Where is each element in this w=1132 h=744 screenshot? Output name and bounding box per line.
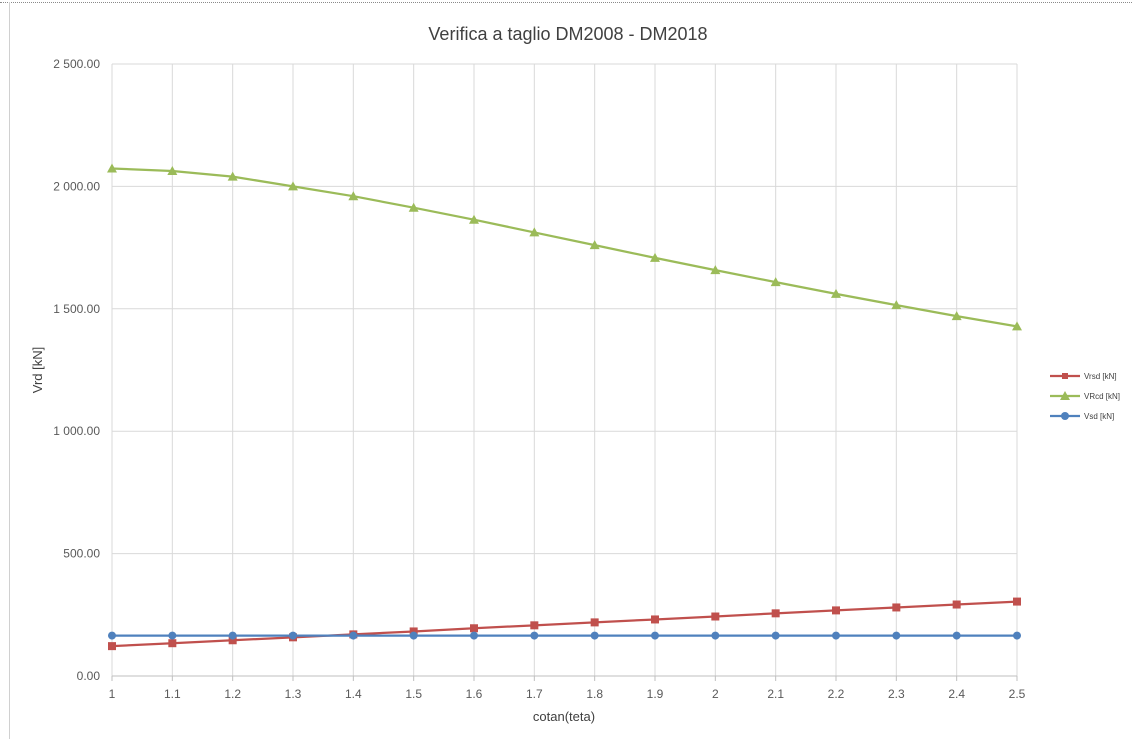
data-point-vrcd-kn [951,311,962,321]
data-point-vrcd-kn [710,265,721,275]
legend-item-vrsd-kn: Vrsd [kN] [1050,372,1117,381]
data-point-vsd-kn [952,631,961,640]
x-tick-label: 2.2 [828,687,845,701]
y-tick-label: 2 000.00 [53,179,100,193]
legend-swatch-marker [1061,412,1069,420]
data-point-vrcd-kn [348,191,359,201]
data-point-vrcd-kn [227,171,238,181]
legend-item-vrcd-kn: VRcd [kN] [1050,391,1120,401]
data-point-vrsd-kn [1013,597,1021,606]
x-tick-label: 1.8 [586,687,603,701]
data-point-vrsd-kn [952,600,961,609]
data-point-vrsd-kn [470,624,478,633]
data-point-vsd-kn [771,631,780,640]
x-tick-label: 1.6 [466,687,483,701]
data-point-vsd-kn [228,631,237,640]
x-tick-label: 1.5 [405,687,422,701]
data-point-vsd-kn [349,631,358,640]
data-point-vrcd-kn [288,181,298,191]
chart-title: Verifica a taglio DM2008 - DM2018 [428,24,707,44]
legend-label: Vrsd [kN] [1084,372,1117,381]
x-tick-label: 1.7 [526,687,543,701]
chart-left-border [9,2,10,739]
data-point-vrcd-kn [529,227,540,237]
y-tick-label: 0.00 [77,669,101,683]
y-tick-label: 1 000.00 [53,424,100,438]
legend-label: VRcd [kN] [1084,392,1120,401]
x-tick-label: 1 [109,687,116,701]
data-point-vsd-kn [832,631,840,640]
data-point-vrsd-kn [530,621,539,630]
y-tick-label: 500.00 [63,547,100,561]
legend: Vrsd [kN] VRcd [kN] Vsd [kN] [1050,372,1120,421]
data-point-vsd-kn [1013,631,1021,640]
data-point-vrsd-kn [590,618,599,627]
y-axis-title: Vrd [kN] [30,347,45,393]
data-point-vrsd-kn [711,612,720,621]
data-point-vsd-kn [470,631,478,640]
x-axis-title: cotan(teta) [533,709,595,724]
data-series [107,163,1022,651]
data-point-vsd-kn [409,631,418,640]
x-tick-label: 2.4 [948,687,965,701]
x-tick-label: 2.3 [888,687,905,701]
data-point-vrcd-kn [1012,321,1022,331]
data-point-vsd-kn [108,631,116,640]
data-point-vrcd-kn [770,277,781,287]
x-tick-label: 1.1 [164,687,181,701]
data-point-vsd-kn [289,631,297,640]
data-point-vrcd-kn [891,300,902,310]
series-line-vrcd-kn [111,167,1018,328]
legend-item-vsd-kn: Vsd [kN] [1050,412,1114,421]
data-point-vrcd-kn [831,288,841,298]
data-point-vrcd-kn [650,252,660,262]
data-point-vsd-kn [651,631,659,640]
series-vsd-kn [108,631,1021,640]
data-point-vrsd-kn [771,609,780,618]
axes: 0.00 500.00 1 000.00 1 500.00 2 000.00 2 500.… [53,57,1025,701]
chart-top-border [0,2,1132,3]
legend-label: Vsd [kN] [1084,412,1114,421]
x-tick-label: 1.4 [345,687,362,701]
data-point-vrsd-kn [168,639,177,648]
data-point-vrsd-kn [409,627,418,636]
x-tick-label: 1.3 [285,687,302,701]
legend-swatch-marker [1062,373,1068,379]
data-point-vrcd-kn [408,202,419,212]
grid-lines [111,63,1018,676]
data-point-vrcd-kn [469,214,479,224]
x-tick-label: 1.2 [224,687,241,701]
data-point-vrcd-kn [167,165,178,175]
series-vrcd-kn [107,163,1022,331]
y-tick-label: 1 500.00 [53,302,100,316]
data-point-vsd-kn [168,631,177,640]
data-point-vrcd-kn [107,163,117,173]
x-tick-label: 2.5 [1009,687,1026,701]
data-point-vrsd-kn [651,615,659,624]
x-tick-label: 2.1 [767,687,784,701]
x-tick-label: 2 [712,687,719,701]
data-point-vsd-kn [892,631,901,640]
series-vrsd-kn [108,597,1021,651]
series-line-vrsd-kn [111,600,1018,648]
data-point-vrsd-kn [108,642,116,651]
data-point-vsd-kn [590,631,599,640]
data-point-vrsd-kn [892,603,901,612]
data-point-vrsd-kn [228,636,237,645]
legend-swatch-marker [1060,391,1070,400]
x-tick-label: 1.9 [647,687,664,701]
data-point-vsd-kn [711,631,720,640]
y-tick-label: 2 500.00 [53,57,100,71]
data-point-vrsd-kn [832,606,840,615]
data-point-vsd-kn [530,631,539,640]
data-point-vrcd-kn [589,240,600,250]
